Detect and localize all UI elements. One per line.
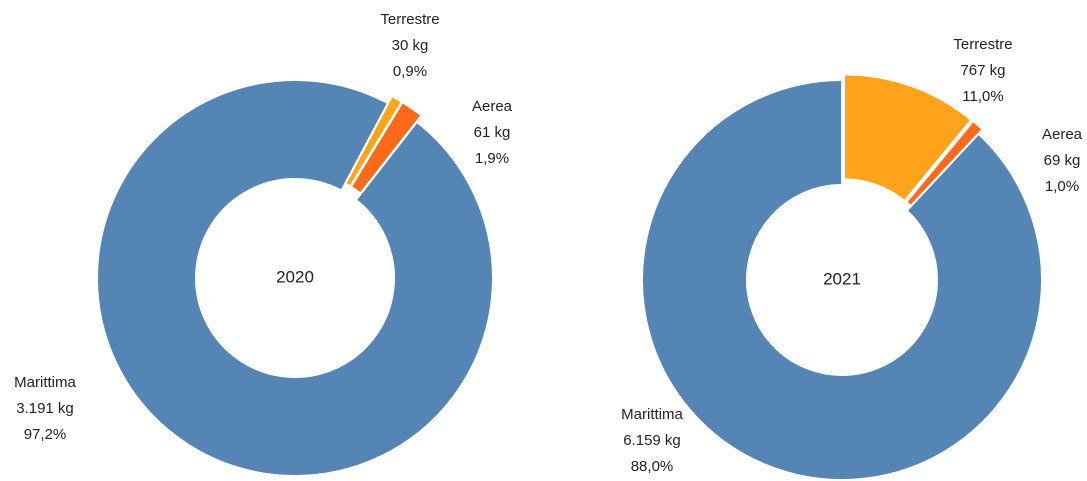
value-label: 69 kg — [1044, 152, 1081, 169]
slice — [641, 78, 1043, 481]
slice-label: Marittima — [14, 374, 76, 391]
slice-label: Terrestre — [380, 11, 439, 28]
slice-label: Aerea — [472, 98, 513, 115]
slice — [843, 73, 973, 203]
value-label: 767 kg — [960, 62, 1005, 79]
value-label: 6.159 kg — [623, 432, 681, 449]
slice-label: Marittima — [621, 406, 683, 423]
slice — [96, 79, 494, 477]
value-label: 3.191 kg — [16, 400, 74, 417]
percent-label: 11,0% — [962, 88, 1003, 105]
percent-label: 0,9% — [393, 63, 427, 80]
slice-label: Terrestre — [953, 36, 1012, 53]
chart-title: 2021 — [823, 269, 861, 288]
value-label: 30 kg — [392, 37, 429, 54]
percent-label: 97,2% — [24, 426, 67, 443]
slice-label: Aerea — [1042, 126, 1083, 143]
percent-label: 1,9% — [475, 150, 509, 167]
value-label: 61 kg — [474, 124, 511, 141]
percent-label: 1,0% — [1045, 178, 1079, 195]
percent-label: 88,0% — [631, 458, 674, 475]
chart-title: 2020 — [276, 267, 314, 286]
